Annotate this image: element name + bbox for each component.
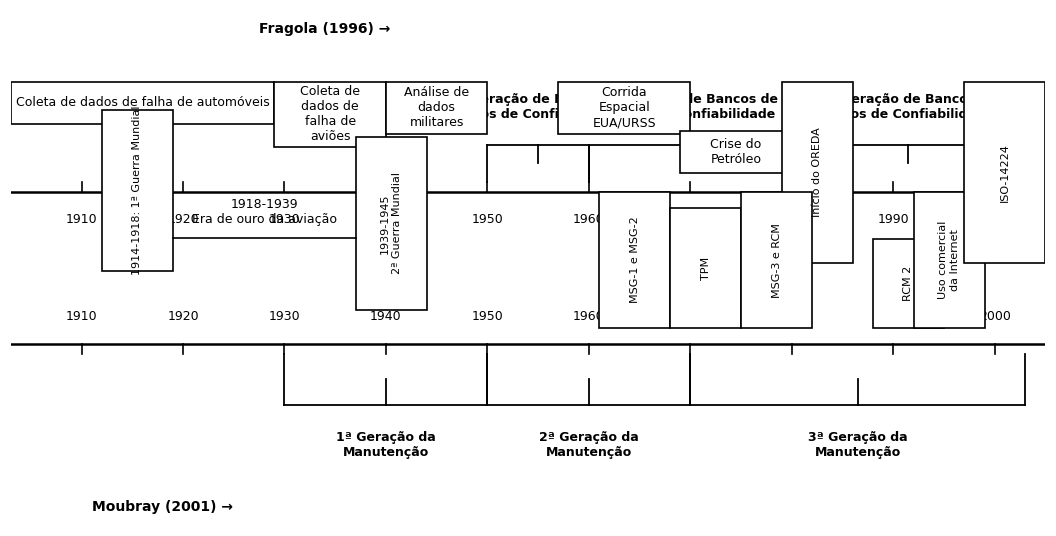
- Text: 1990: 1990: [878, 310, 909, 323]
- Text: 2000: 2000: [979, 213, 1011, 226]
- Text: MSG-1 e MSG-2: MSG-1 e MSG-2: [629, 217, 640, 303]
- Text: 2000: 2000: [979, 310, 1011, 323]
- Text: 1914-1918: 1ª Guerra Mundial: 1914-1918: 1ª Guerra Mundial: [132, 106, 143, 276]
- Text: Moubray (2001) →: Moubray (2001) →: [92, 500, 233, 514]
- Bar: [101, 110, 173, 271]
- Text: 1940: 1940: [371, 310, 401, 323]
- Text: 1930: 1930: [268, 310, 300, 323]
- Bar: [913, 192, 984, 329]
- Text: 1930: 1930: [268, 213, 300, 226]
- Bar: [873, 239, 944, 329]
- Bar: [356, 137, 427, 310]
- Text: 1970: 1970: [675, 310, 706, 323]
- Text: RCM 2: RCM 2: [904, 266, 913, 301]
- Text: Coleta de
dados de
falha de
aviões: Coleta de dados de falha de aviões: [300, 85, 360, 143]
- Text: 1980: 1980: [776, 213, 808, 226]
- Text: 1990: 1990: [878, 213, 909, 226]
- Text: ISO-14224: ISO-14224: [1000, 143, 1010, 202]
- Text: 3ª Geração da
Manutenção: 3ª Geração da Manutenção: [808, 431, 907, 459]
- Text: 1940: 1940: [371, 213, 401, 226]
- Bar: [964, 81, 1045, 263]
- Text: 1939-1945
2ª Guerra Mundial: 1939-1945 2ª Guerra Mundial: [380, 173, 402, 274]
- Bar: [599, 192, 671, 329]
- Text: Crise do
Petróleo: Crise do Petróleo: [711, 138, 761, 167]
- Bar: [781, 81, 852, 263]
- Text: 2ª Geração da
Manutenção: 2ª Geração da Manutenção: [539, 431, 639, 459]
- Text: 3ª Geração de Bancos de
Dados de Confiabilidade: 3ª Geração de Bancos de Dados de Confiab…: [821, 93, 997, 121]
- Bar: [680, 131, 792, 174]
- Text: Análise de
dados
militares: Análise de dados militares: [404, 86, 469, 129]
- Text: Uso comercial
da Internet: Uso comercial da Internet: [938, 221, 960, 299]
- Text: 1970: 1970: [675, 213, 706, 226]
- Text: 1950: 1950: [472, 310, 504, 323]
- Text: 1918-1939
Era de ouro da aviação: 1918-1939 Era de ouro da aviação: [192, 198, 337, 226]
- Text: 1920: 1920: [167, 213, 199, 226]
- Text: 2ª Geração de Bancos de
Dados de Confiabilidade: 2ª Geração de Bancos de Dados de Confiab…: [602, 93, 778, 121]
- Bar: [11, 81, 275, 124]
- Text: 1910: 1910: [65, 213, 97, 226]
- Text: Início do OREDA: Início do OREDA: [812, 127, 823, 217]
- Text: 1950: 1950: [472, 213, 504, 226]
- Text: 1910: 1910: [65, 310, 97, 323]
- Text: Fragola (1996) →: Fragola (1996) →: [260, 22, 391, 36]
- Text: 1920: 1920: [167, 310, 199, 323]
- Bar: [385, 81, 488, 134]
- Text: 1960: 1960: [573, 213, 605, 226]
- Text: 1ª Geração de Bancos de
Dados de Confiabilidade: 1ª Geração de Bancos de Dados de Confiab…: [450, 93, 626, 121]
- Text: Corrida
Espacial
EUA/URSS: Corrida Espacial EUA/URSS: [592, 86, 656, 129]
- Text: TPM: TPM: [700, 256, 711, 280]
- Bar: [275, 81, 385, 147]
- Bar: [671, 207, 741, 329]
- Bar: [741, 192, 812, 329]
- Text: 1ª Geração da
Manutenção: 1ª Geração da Manutenção: [336, 431, 436, 459]
- Text: 1980: 1980: [776, 310, 808, 323]
- Text: MSG-3 e RCM: MSG-3 e RCM: [772, 222, 781, 297]
- Text: Coleta de dados de falha de automóveis: Coleta de dados de falha de automóveis: [16, 96, 269, 109]
- Bar: [559, 81, 691, 134]
- Text: 1960: 1960: [573, 310, 605, 323]
